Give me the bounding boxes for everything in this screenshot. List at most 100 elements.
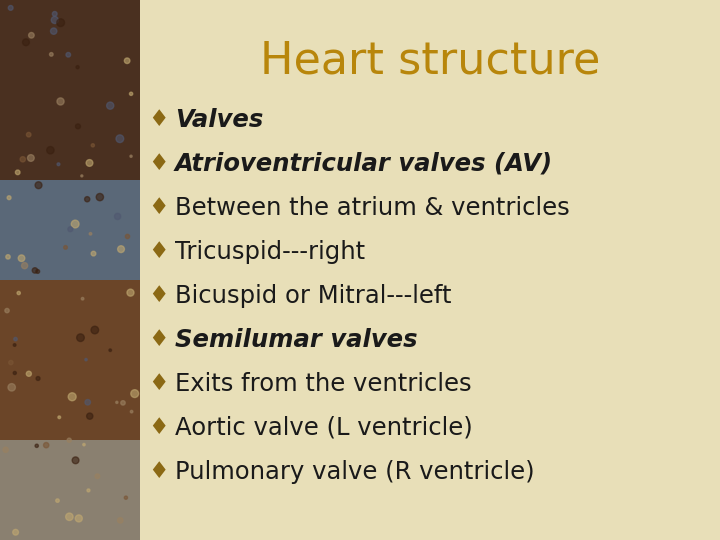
Circle shape	[116, 401, 118, 403]
Circle shape	[13, 372, 17, 375]
Circle shape	[14, 338, 17, 341]
Circle shape	[125, 496, 127, 500]
Text: Aortic valve (L ventricle): Aortic valve (L ventricle)	[175, 416, 473, 440]
Circle shape	[76, 515, 82, 522]
Circle shape	[68, 227, 73, 232]
Circle shape	[83, 443, 85, 446]
Circle shape	[85, 400, 91, 405]
Text: ♦: ♦	[148, 416, 168, 440]
Text: Exits from the ventricles: Exits from the ventricles	[175, 372, 472, 396]
Circle shape	[117, 246, 125, 253]
Circle shape	[8, 383, 15, 391]
Circle shape	[76, 66, 79, 69]
Circle shape	[55, 499, 59, 502]
Circle shape	[57, 163, 60, 166]
Circle shape	[81, 175, 83, 177]
Text: Heart structure: Heart structure	[260, 40, 600, 83]
Text: ♦: ♦	[148, 373, 168, 395]
Circle shape	[20, 157, 25, 162]
Text: ♦: ♦	[148, 328, 168, 352]
Circle shape	[91, 326, 99, 334]
Circle shape	[58, 416, 60, 418]
Circle shape	[130, 155, 132, 157]
Text: ♦: ♦	[148, 152, 168, 176]
Circle shape	[86, 413, 93, 419]
Circle shape	[91, 251, 96, 256]
Bar	[0, 180, 140, 280]
Circle shape	[71, 220, 79, 228]
Circle shape	[125, 58, 130, 64]
Text: ♦: ♦	[148, 285, 168, 307]
Circle shape	[76, 124, 81, 129]
Circle shape	[18, 255, 24, 261]
Circle shape	[27, 154, 35, 161]
Text: Bicuspid or Mitral---left: Bicuspid or Mitral---left	[175, 284, 451, 308]
Circle shape	[3, 447, 9, 453]
Circle shape	[116, 135, 124, 143]
Circle shape	[85, 359, 87, 361]
Circle shape	[29, 32, 34, 38]
Bar	[0, 440, 140, 540]
Circle shape	[57, 98, 64, 105]
Circle shape	[13, 529, 19, 535]
Text: ♦: ♦	[148, 109, 168, 132]
Circle shape	[50, 28, 57, 35]
Circle shape	[43, 442, 49, 448]
Circle shape	[130, 92, 132, 96]
Circle shape	[91, 144, 94, 147]
Circle shape	[57, 19, 65, 26]
Bar	[0, 0, 140, 180]
Circle shape	[117, 518, 123, 523]
Circle shape	[53, 11, 57, 16]
Circle shape	[125, 234, 130, 239]
Circle shape	[86, 160, 93, 166]
Circle shape	[8, 5, 13, 10]
Circle shape	[127, 289, 134, 296]
Circle shape	[22, 39, 30, 46]
Text: ♦: ♦	[148, 240, 168, 264]
Circle shape	[68, 393, 76, 401]
Circle shape	[81, 298, 84, 300]
Circle shape	[67, 438, 71, 442]
Circle shape	[66, 52, 71, 57]
Circle shape	[36, 376, 40, 381]
Circle shape	[114, 213, 121, 220]
Text: Semilumar valves: Semilumar valves	[175, 328, 418, 352]
Circle shape	[5, 308, 9, 313]
Circle shape	[7, 196, 11, 200]
Circle shape	[22, 262, 27, 269]
Circle shape	[26, 371, 32, 376]
Circle shape	[87, 489, 90, 492]
Circle shape	[130, 410, 133, 413]
Bar	[0, 280, 140, 440]
Circle shape	[66, 513, 73, 521]
Circle shape	[6, 255, 10, 259]
Text: ♦: ♦	[148, 461, 168, 483]
Circle shape	[51, 16, 58, 24]
Circle shape	[84, 197, 90, 202]
Circle shape	[89, 233, 91, 235]
Circle shape	[9, 360, 13, 364]
Circle shape	[27, 132, 31, 137]
Text: Atrioventricular valves (AV): Atrioventricular valves (AV)	[175, 152, 553, 176]
Circle shape	[121, 401, 125, 405]
Circle shape	[13, 343, 16, 346]
Text: Valves: Valves	[175, 108, 264, 132]
Circle shape	[36, 269, 40, 273]
Circle shape	[35, 182, 42, 188]
Circle shape	[96, 193, 104, 201]
Text: ♦: ♦	[148, 197, 168, 219]
Circle shape	[17, 292, 20, 295]
Circle shape	[72, 457, 79, 464]
Circle shape	[15, 170, 20, 174]
Bar	[0, 0, 140, 540]
Text: Pulmonary valve (R ventricle): Pulmonary valve (R ventricle)	[175, 460, 535, 484]
Circle shape	[32, 268, 37, 273]
Circle shape	[63, 246, 68, 249]
Circle shape	[76, 334, 84, 341]
Circle shape	[109, 349, 112, 352]
Circle shape	[50, 52, 53, 56]
Circle shape	[131, 390, 139, 397]
Circle shape	[95, 474, 99, 478]
Circle shape	[47, 146, 54, 154]
